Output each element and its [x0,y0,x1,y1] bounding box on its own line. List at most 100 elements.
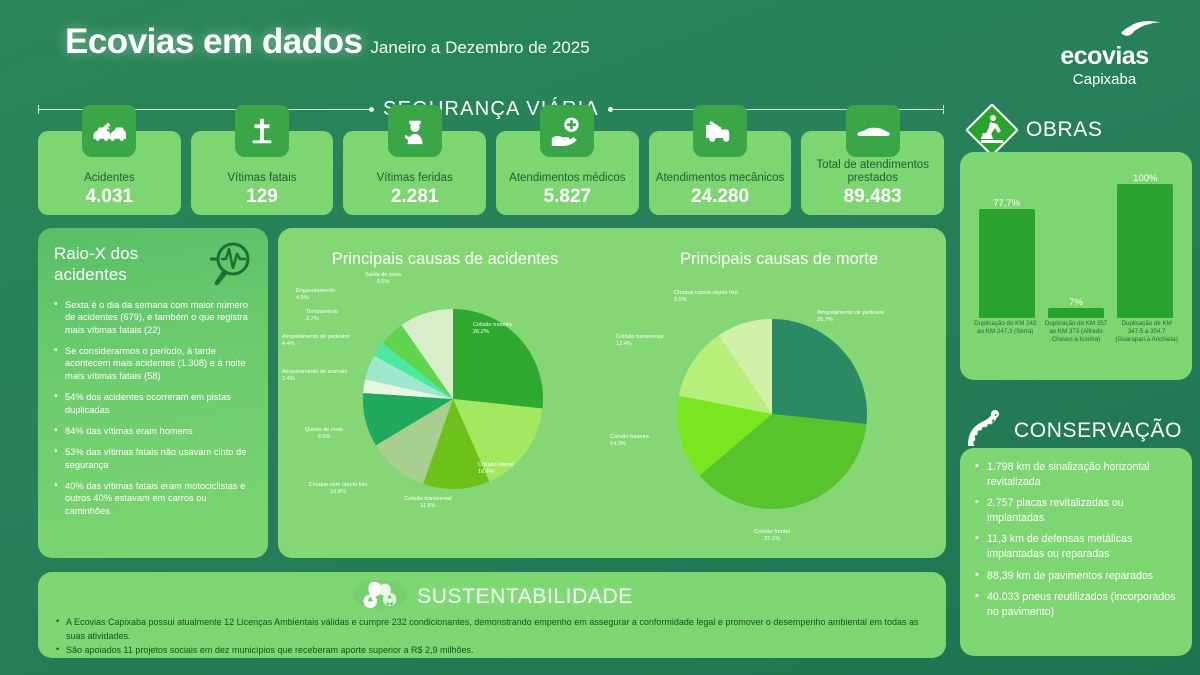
pie-slice-label: Atropelamento de pedestre 4.4% [282,334,350,347]
stat-card-vitimas-fatais[interactable]: Vítimas fatais 129 [190,105,334,215]
pie-svg [363,309,543,489]
pie-slice-label: Colisão traseira 26.2% [473,322,512,335]
pie-slice-label: Tombamento 2.7% [306,309,339,322]
rule-right [607,104,945,114]
list-item: 84% das vítimas eram homens [54,424,254,438]
pie-slice-label: Atropelamento de animais 2.4% [282,369,347,382]
pie-slice [365,355,453,399]
stat-card-atendimentos-mecanicos[interactable]: Atendimentos mecânicos 24.280 [648,105,792,215]
list-item: A Ecovias Capixaba possui atualmente 12 … [54,615,930,644]
bar-value: 77,7% [993,198,1021,210]
stat-value: 4.031 [85,186,134,208]
chart-titles: Principais causas de acidentes Principai… [278,250,946,269]
sustentabilidade-header: SUSTENTABILIDADE [54,580,930,614]
stat-value: 5.827 [543,186,592,208]
chart-title-acidentes: Principais causas de acidentes [331,250,559,268]
list-item: 11,3 km de defensas metálicas implantada… [974,531,1180,561]
page-title: Ecovias em dados [65,22,363,61]
list-item: São apoiados 11 projetos sociais em dez … [54,643,930,658]
list-item: 40% das vítimas fatais eram motociclista… [54,479,254,517]
obras-header: OBRAS [965,103,1103,157]
raiox-bullet-list: Sexta é o dia da semana com maior número… [54,298,254,517]
conservacao-title: CONSERVAÇÃO [1014,418,1183,442]
leaf-recycle-icon [351,578,409,616]
stat-value: 2.281 [390,186,439,208]
pie-slice [677,395,772,476]
raiox-title: Raio-X dos acidentes [54,244,139,284]
pie-slice-label: Colisão transversal 11.8% [404,496,452,509]
pie-slice-label: Colisão frontal 37.1% [754,529,790,542]
header: Ecovias em dados Janeiro a Dezembro de 2… [0,0,1200,92]
pie-slice-label: Queda de moto 9.5% [304,427,344,440]
logo-name: ecovias [1060,42,1149,70]
pie-slice [374,342,453,399]
list-item: 53% das vítimas fatais não usavam cinto … [54,445,254,471]
car-crash-icon [82,105,137,157]
bar-value: 100% [1133,173,1158,184]
bar-col-1: 7% [1047,173,1104,318]
list-item: 2.757 placas revitalizadas ou implantada… [974,495,1180,525]
bar [978,209,1035,318]
logo: ecovias Capixaba [1037,20,1172,88]
stat-value: 129 [246,186,278,208]
pie-charts: Colisão traseira 26.2% Colisão lateral 16.4… [278,272,946,558]
pie-slice [423,399,490,489]
stat-value: 24.280 [690,186,750,208]
stat-value: 89.483 [843,186,902,208]
bar-category: Duplicação do KM 242 ao KM 247,3 (Serra) [974,320,1037,336]
pie-slice [699,414,867,509]
obras-chart-card: 77,7% 7% 100% Duplicação do KM 242 ao KM… [960,152,1192,380]
pie-slice-label: Choque contra objeto fixo 9.5% [674,290,738,303]
stat-card-vitimas-feridas[interactable]: Vítimas feridas 2.281 [343,105,487,215]
injured-person-icon [387,105,442,157]
conservacao-card: 1.798 km de sinalização horizontal revit… [960,448,1192,656]
list-item: Sexta é o dia da semana com maior número… [54,298,254,336]
pie-slice [375,399,453,484]
pie-slice-label: Choque com objeto fixo 10.8% [308,482,368,495]
bar-category: Duplicação de KM 347,5 a 354,7 (Guarapar… [1115,320,1178,344]
stat-label: Atendimentos médicos [509,172,626,185]
pie-slice [453,309,543,409]
list-item: Se considerarmos o período, à tarde acon… [54,344,254,382]
stat-card-atendimentos-medicos[interactable]: Atendimentos médicos 5.827 [496,105,639,215]
road-icon [962,408,1008,453]
stat-label: Acidentes [84,172,135,185]
raiox-header: Raio-X dos acidentes [54,240,254,288]
bar-value: 7% [1069,297,1083,309]
chart-title-morte: Principais causas de morte [679,250,879,268]
magnifier-pulse-icon [202,240,254,288]
stat-cards: Acidentes 4.031 Vítimas fatais 129 Vítim… [38,105,945,215]
pie-slice [453,399,543,482]
roadwork-sign-icon [965,103,1019,157]
sustentabilidade-bullet-list: A Ecovias Capixaba possui atualmente 12 … [54,615,930,658]
bar [1047,308,1104,318]
grave-cross-icon [235,105,289,157]
conservacao-header: CONSERVAÇÃO [962,408,1182,453]
list-item: 40.033 pneus reutilizados (incorporados … [974,589,1180,619]
stat-card-acidentes[interactable]: Acidentes 4.031 [38,105,181,215]
car-icon [845,105,900,157]
pie-slice-label: Colisão transversal 12.4% [616,334,664,347]
pie-slice-label: Atropelamento de pedestre 26.7% [817,310,885,323]
pie-slice [363,392,453,446]
sustentabilidade-panel: SUSTENTABILIDADE A Ecovias Capixaba poss… [38,572,946,658]
list-item: 1.798 km de sinalização horizontal revit… [974,459,1180,489]
pie-slice-label: Saída de pista 9.5% [365,272,401,285]
raiox-panel: Raio-X dos acidentes Sexta é o dia da se… [38,228,268,558]
pie-slice-label: Engavetamento 4.5% [296,288,336,301]
pie-slice [363,379,453,399]
stat-label: Total de atendimentos prestados [816,159,929,185]
obras-categories: Duplicação do KM 242 ao KM 247,3 (Serra)… [960,320,1192,376]
pie-slice-label: Colisão lateral 16.4% [478,462,514,475]
stat-label: Atendimentos mecânicos [655,172,785,185]
pie-chart-acidentes: Colisão traseira 26.2% Colisão lateral 16.4… [278,272,612,558]
pie-svg [677,319,867,509]
sustentabilidade-title: SUSTENTABILIDADE [417,585,633,608]
pie-slice [718,319,772,414]
bar-col-2: 100% [1117,173,1174,318]
pie-slice [772,319,867,425]
pie-slice [678,335,772,414]
stat-card-total-atendimentos[interactable]: Total de atendimentos prestados 89.483 [801,105,945,215]
conservacao-bullet-list: 1.798 km de sinalização horizontal revit… [974,459,1180,619]
